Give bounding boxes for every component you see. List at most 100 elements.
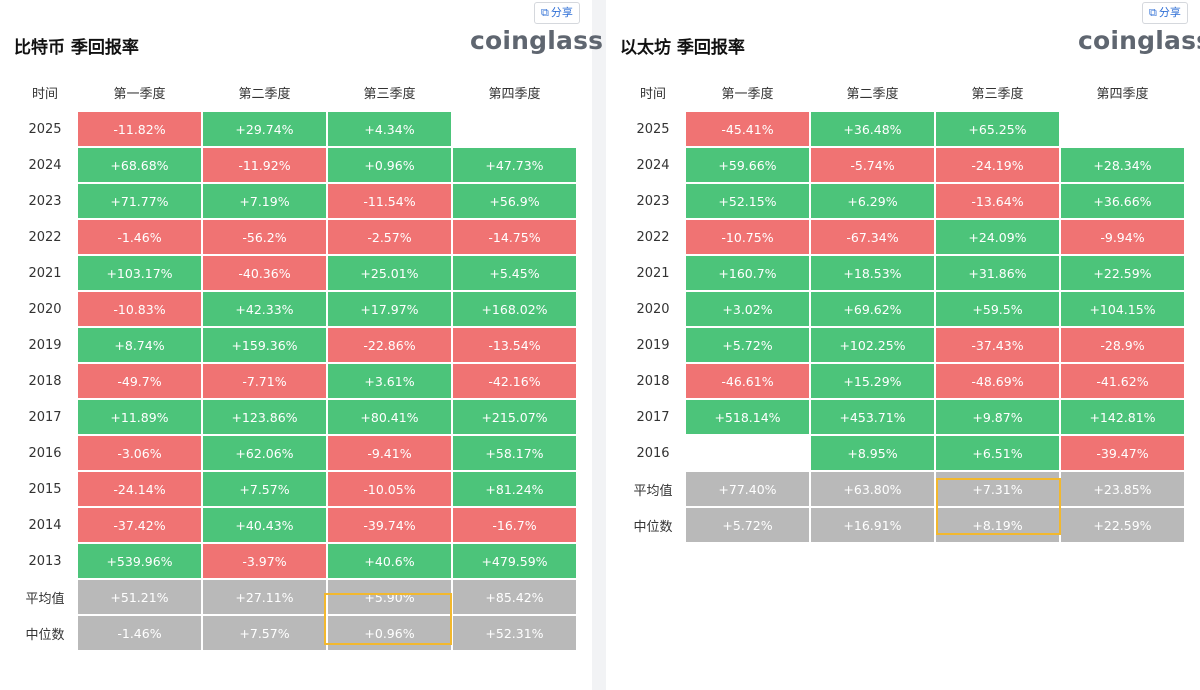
return-cell: -22.86% bbox=[328, 328, 451, 362]
return-cell: +27.11% bbox=[203, 580, 326, 614]
return-cell: -28.9% bbox=[1061, 328, 1184, 362]
row-label: 2018 bbox=[636, 373, 670, 389]
return-cell: -3.97% bbox=[203, 544, 326, 578]
return-cell: +104.15% bbox=[1061, 292, 1184, 326]
table-row: 2024 +59.66% -5.74% -24.19% +28.34% bbox=[622, 148, 1184, 182]
column-header-q2: 第二季度 bbox=[846, 86, 899, 102]
return-cell: +7.57% bbox=[203, 616, 326, 650]
eth-share-button[interactable]: ⧉ 分享 bbox=[1142, 2, 1188, 24]
return-cell: +23.85% bbox=[1061, 472, 1184, 506]
return-cell: +7.57% bbox=[203, 472, 326, 506]
return-cell: -3.06% bbox=[78, 436, 201, 470]
return-cell: +80.41% bbox=[328, 400, 451, 434]
return-cell: -67.34% bbox=[811, 220, 934, 254]
return-cell: +63.80% bbox=[811, 472, 934, 506]
return-cell: +77.40% bbox=[686, 472, 809, 506]
row-label: 2024 bbox=[636, 157, 670, 173]
row-label: 中位数 bbox=[25, 627, 65, 643]
return-cell: -1.46% bbox=[78, 220, 201, 254]
column-header-q4: 第四季度 bbox=[488, 86, 541, 102]
return-cell: -7.71% bbox=[203, 364, 326, 398]
return-cell: +29.74% bbox=[203, 112, 326, 146]
row-label: 2014 bbox=[28, 517, 62, 533]
return-cell: +81.24% bbox=[453, 472, 576, 506]
row-label: 2019 bbox=[28, 337, 62, 353]
table-row: 2025 -45.41% +36.48% +65.25% bbox=[622, 112, 1184, 146]
return-cell: +17.97% bbox=[328, 292, 451, 326]
row-label: 2018 bbox=[28, 373, 62, 389]
return-cell: -39.74% bbox=[328, 508, 451, 542]
return-cell: +160.7% bbox=[686, 256, 809, 290]
return-cell: +9.87% bbox=[936, 400, 1059, 434]
row-label: 2022 bbox=[28, 229, 62, 245]
table-row: 2021 +160.7% +18.53% +31.86% +22.59% bbox=[622, 256, 1184, 290]
return-cell: -39.47% bbox=[1061, 436, 1184, 470]
return-cell: -42.16% bbox=[453, 364, 576, 398]
return-cell: +31.86% bbox=[936, 256, 1059, 290]
btc-returns-table: 时间 第一季度 第二季度 第三季度 第四季度 2025 -11.82% +29.74% +4.… bbox=[12, 72, 578, 652]
return-cell: +5.45% bbox=[453, 256, 576, 290]
table-row: 2024 +68.68% -11.92% +0.96% +47.73% bbox=[14, 148, 576, 182]
return-cell: -14.75% bbox=[453, 220, 576, 254]
return-cell: -1.46% bbox=[78, 616, 201, 650]
return-cell: +6.51% bbox=[936, 436, 1059, 470]
row-label: 2016 bbox=[636, 445, 670, 461]
row-label: 2020 bbox=[636, 301, 670, 317]
summary-row: 中位数 +5.72% +16.91% +8.19% +22.59% bbox=[622, 508, 1184, 542]
table-row: 2021 +103.17% -40.36% +25.01% +5.45% bbox=[14, 256, 576, 290]
table-row: 2015 -24.14% +7.57% -10.05% +81.24% bbox=[14, 472, 576, 506]
row-label: 平均值 bbox=[633, 483, 673, 499]
row-label: 2021 bbox=[28, 265, 62, 281]
return-cell: +102.25% bbox=[811, 328, 934, 362]
share-icon: ⧉ bbox=[1149, 6, 1157, 19]
return-cell: +3.02% bbox=[686, 292, 809, 326]
row-label: 2015 bbox=[28, 481, 62, 497]
return-cell: -10.05% bbox=[328, 472, 451, 506]
return-cell: -11.82% bbox=[78, 112, 201, 146]
return-cell: +69.62% bbox=[811, 292, 934, 326]
summary-row: 平均值 +51.21% +27.11% +5.90% +85.42% bbox=[14, 580, 576, 614]
column-header-q2: 第二季度 bbox=[238, 86, 291, 102]
return-cell: +123.86% bbox=[203, 400, 326, 434]
summary-row: 中位数 -1.46% +7.57% +0.96% +52.31% bbox=[14, 616, 576, 650]
return-cell: -24.19% bbox=[936, 148, 1059, 182]
column-header-q4: 第四季度 bbox=[1096, 86, 1149, 102]
return-cell: +42.33% bbox=[203, 292, 326, 326]
return-cell: +11.89% bbox=[78, 400, 201, 434]
return-cell: +215.07% bbox=[453, 400, 576, 434]
return-cell: -56.2% bbox=[203, 220, 326, 254]
row-label: 2023 bbox=[28, 193, 62, 209]
column-header-q3: 第三季度 bbox=[363, 86, 416, 102]
return-cell: +5.90% bbox=[328, 580, 451, 614]
return-cell: +62.06% bbox=[203, 436, 326, 470]
return-cell: +40.6% bbox=[328, 544, 451, 578]
table-row: 2023 +52.15% +6.29% -13.64% +36.66% bbox=[622, 184, 1184, 218]
row-label: 2017 bbox=[636, 409, 670, 425]
table-row: 2019 +5.72% +102.25% -37.43% -28.9% bbox=[622, 328, 1184, 362]
return-cell: +142.81% bbox=[1061, 400, 1184, 434]
table-row: 2022 -10.75% -67.34% +24.09% -9.94% bbox=[622, 220, 1184, 254]
return-cell: +51.21% bbox=[78, 580, 201, 614]
return-cell: +159.36% bbox=[203, 328, 326, 362]
table-row: 2023 +71.77% +7.19% -11.54% +56.9% bbox=[14, 184, 576, 218]
return-cell: +52.15% bbox=[686, 184, 809, 218]
table-row: 2020 +3.02% +69.62% +59.5% +104.15% bbox=[622, 292, 1184, 326]
return-cell bbox=[686, 436, 809, 470]
btc-share-button[interactable]: ⧉ 分享 bbox=[534, 2, 580, 24]
return-cell: +59.5% bbox=[936, 292, 1059, 326]
row-label: 2017 bbox=[28, 409, 62, 425]
table-row: 2016 -3.06% +62.06% -9.41% +58.17% bbox=[14, 436, 576, 470]
column-header-time: 时间 bbox=[639, 86, 666, 102]
btc-panel: ⧉ 分享 比特币 季回报率 coinglass 时间 第一季度 第二季度 第三季度 第四… bbox=[0, 0, 603, 690]
return-cell: +0.96% bbox=[328, 148, 451, 182]
table-row: 2022 -1.46% -56.2% -2.57% -14.75% bbox=[14, 220, 576, 254]
table-row: 2017 +518.14% +453.71% +9.87% +142.81% bbox=[622, 400, 1184, 434]
table-row: 2016 +8.95% +6.51% -39.47% bbox=[622, 436, 1184, 470]
share-label: 分享 bbox=[1158, 6, 1181, 19]
table-row: 2020 -10.83% +42.33% +17.97% +168.02% bbox=[14, 292, 576, 326]
return-cell: +22.59% bbox=[1061, 508, 1184, 542]
row-label: 2020 bbox=[28, 301, 62, 317]
row-label: 2025 bbox=[28, 121, 62, 137]
return-cell: +15.29% bbox=[811, 364, 934, 398]
row-label: 平均值 bbox=[25, 591, 65, 607]
